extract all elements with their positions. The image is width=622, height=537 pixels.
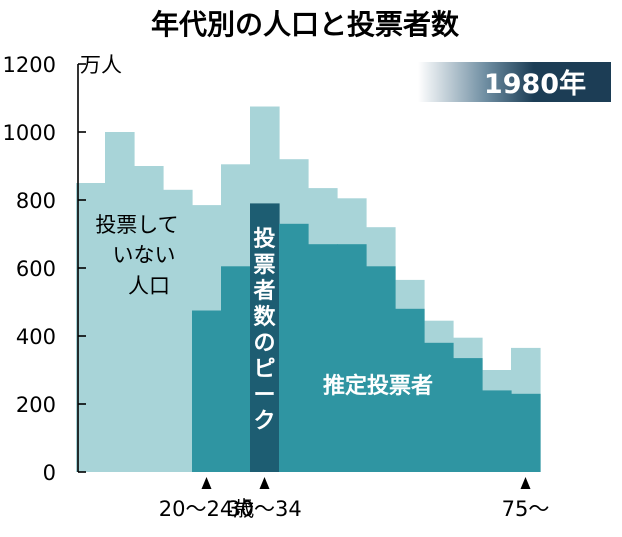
y-tick-label: 600 <box>16 257 56 281</box>
x-tick-label: 20〜24歳 <box>159 497 254 521</box>
y-tick-label: 200 <box>16 393 56 417</box>
year-badge-label: 1980年 <box>484 68 586 100</box>
x-tick-arrow-icon <box>201 477 212 489</box>
population-bar <box>105 132 135 472</box>
x-tick-label: 30〜34 <box>227 497 301 521</box>
voter-bar <box>192 310 222 472</box>
voter-bar <box>482 390 512 472</box>
x-tick-arrow-icon <box>259 477 270 489</box>
voter-bar <box>511 393 541 472</box>
peak-label-char: ピ <box>253 357 275 382</box>
non-voter-label-line3: 人口 <box>128 274 170 298</box>
y-axis-unit: 万人 <box>80 53 122 77</box>
voter-bar <box>221 266 251 472</box>
voter-bar <box>279 223 309 472</box>
peak-label-char: ー <box>253 383 275 408</box>
non-voter-label-line1: 投票して <box>95 213 178 237</box>
y-axis: 0 200 400 600 800 1000 1200 <box>3 53 86 485</box>
peak-label-char: 数 <box>253 304 276 330</box>
voter-bar <box>337 244 367 472</box>
population-bar <box>134 166 164 472</box>
y-tick-label: 400 <box>16 325 56 349</box>
y-tick-label: 800 <box>16 189 56 213</box>
peak-label-char: 投 <box>253 227 275 252</box>
non-voter-label-line2: いない <box>113 243 176 267</box>
voter-bar <box>395 308 425 472</box>
y-tick-label: 0 <box>43 461 56 485</box>
chart-title: 年代別の人口と投票者数 <box>151 8 460 41</box>
peak-label-char: ク <box>253 409 275 434</box>
voter-bar <box>308 244 338 472</box>
peak-label-char: の <box>253 331 275 356</box>
population-bar <box>163 189 193 473</box>
voters-label: 推定投票者 <box>323 373 433 399</box>
y-tick-label: 1000 <box>3 121 56 145</box>
x-tick-arrow-icon <box>520 477 531 489</box>
peak-label-char: 票 <box>253 253 275 278</box>
voter-bar <box>424 342 454 472</box>
population-bar <box>76 183 106 472</box>
voter-bar <box>453 358 483 472</box>
y-tick-label: 1200 <box>3 53 56 77</box>
x-tick-label: 75〜 <box>502 497 550 521</box>
voter-bar <box>366 266 396 472</box>
peak-label-char: 者 <box>252 279 275 304</box>
year-badge-background <box>418 62 611 102</box>
peak-voter-bar <box>250 203 280 472</box>
bars-group <box>76 106 541 473</box>
